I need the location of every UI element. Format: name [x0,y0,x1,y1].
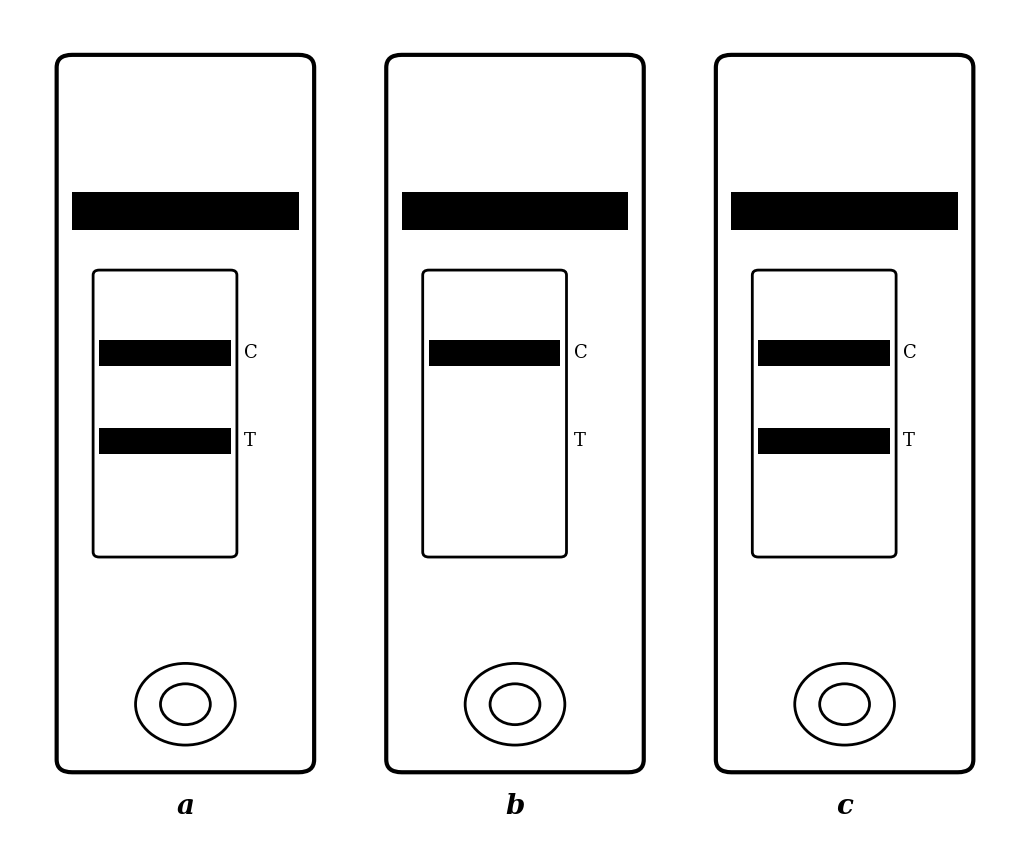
Text: a: a [176,793,195,820]
FancyBboxPatch shape [57,55,314,772]
Text: b: b [506,793,524,820]
Bar [428,339,560,365]
Text: C: C [244,344,258,362]
FancyBboxPatch shape [752,270,896,557]
Bar [402,192,628,230]
Text: T: T [244,432,256,450]
FancyBboxPatch shape [386,55,644,772]
Text: C: C [903,344,917,362]
Circle shape [490,684,540,725]
Text: T: T [903,432,916,450]
Circle shape [161,684,210,725]
FancyBboxPatch shape [716,55,973,772]
Text: C: C [574,344,587,362]
FancyBboxPatch shape [422,270,566,557]
Circle shape [466,663,564,745]
Text: T: T [574,432,586,450]
Circle shape [136,663,235,745]
Circle shape [795,663,894,745]
Text: c: c [836,793,853,820]
Bar [72,192,299,230]
Bar [428,428,560,454]
Bar [758,339,890,365]
Bar [99,339,231,365]
Bar [758,428,890,454]
Bar [99,428,231,454]
Circle shape [820,684,869,725]
FancyBboxPatch shape [93,270,237,557]
Bar [731,192,958,230]
